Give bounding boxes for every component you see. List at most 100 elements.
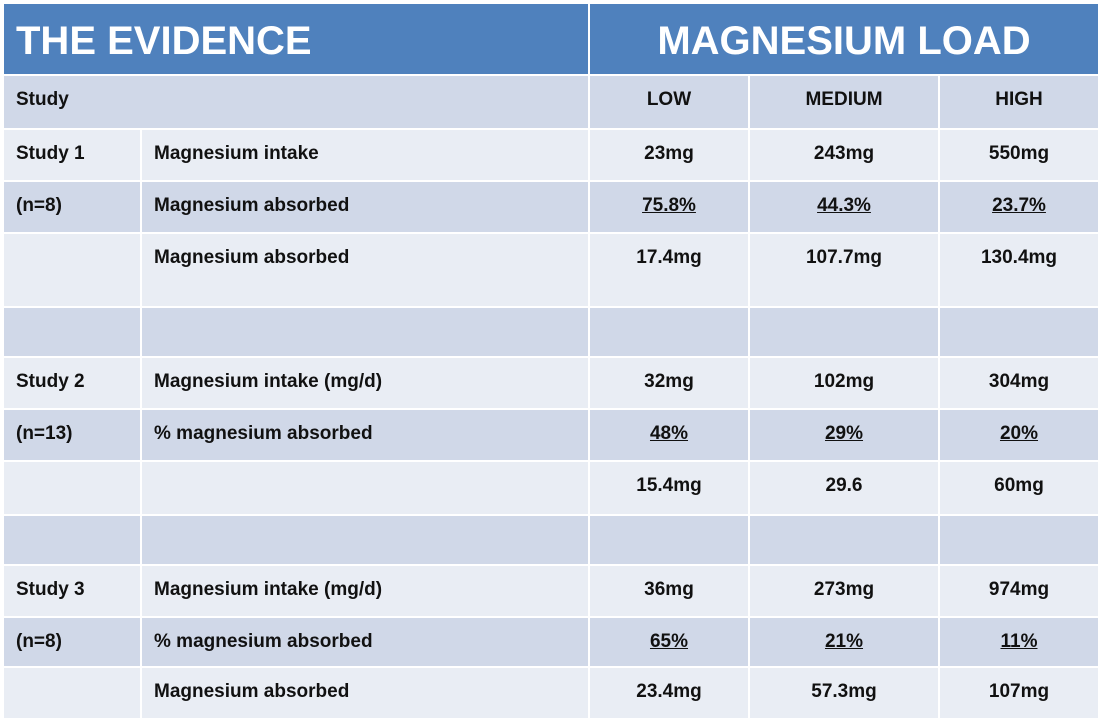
cell-text: 20% [999, 423, 1039, 444]
table-cell: Study 2 [2, 356, 142, 410]
table-row [2, 514, 1100, 566]
table-cell: 32mg [588, 356, 750, 410]
table-cell [938, 514, 1100, 566]
cell-text: 11% [1000, 631, 1038, 652]
table-cell [588, 514, 750, 566]
table-cell [748, 306, 940, 358]
table-row: Magnesium absorbed 17.4mg 107.7mg 130.4mg [2, 232, 1100, 308]
cell-text: Magnesium absorbed [154, 247, 350, 268]
table-cell [140, 306, 590, 358]
table-row: Study 2 Magnesium intake (mg/d) 32mg 102mg 3… [2, 356, 1100, 410]
table-cell: 48% [588, 408, 750, 462]
table-cell: 23mg [588, 128, 750, 182]
cell-text: 32mg [644, 371, 694, 392]
table-cell: Study 3 [2, 564, 142, 618]
table-row: (n=13) % magnesium absorbed 48% 29% 20% [2, 408, 1100, 462]
table-row: Study 1 Magnesium intake 23mg 243mg 550mg [2, 128, 1100, 182]
cell-text: 75.8% [642, 195, 696, 216]
cell-text: 107mg [988, 681, 1050, 702]
column-header: LOW [588, 74, 750, 130]
table-cell: 11% [938, 616, 1100, 668]
table-cell: % magnesium absorbed [140, 616, 590, 668]
table-row [2, 306, 1100, 358]
cell-text: Study 3 [16, 579, 85, 600]
table-cell: 23.7% [938, 180, 1100, 234]
table-cell: 130.4mg [938, 232, 1100, 308]
cell-text: % magnesium absorbed [154, 423, 373, 444]
cell-text: 44.3% [817, 195, 871, 216]
cell-text: Magnesium absorbed [154, 195, 350, 216]
table-cell: (n=8) [2, 616, 142, 668]
cell-text: 29.6 [825, 475, 863, 496]
title-left: THE EVIDENCE [2, 2, 590, 76]
table-cell: 273mg [748, 564, 940, 618]
table-cell: Magnesium intake (mg/d) [140, 564, 590, 618]
table-cell [140, 514, 590, 566]
table-row: Magnesium absorbed 23.4mg 57.3mg 107mg [2, 666, 1100, 720]
table-cell: 17.4mg [588, 232, 750, 308]
table-cell [748, 514, 940, 566]
cell-text: 21% [824, 631, 864, 652]
table-row: (n=8) Magnesium absorbed 75.8% 44.3% 23.7% [2, 180, 1100, 234]
cell-text: 107.7mg [805, 247, 883, 268]
table-cell: 29% [748, 408, 940, 462]
table-cell: Magnesium absorbed [140, 180, 590, 234]
cell-text: 102mg [813, 371, 875, 392]
table-cell: Magnesium absorbed [140, 232, 590, 308]
table-cell: 21% [748, 616, 940, 668]
table-cell [2, 666, 142, 720]
column-header: MEDIUM [748, 74, 940, 130]
table-cell [2, 460, 142, 516]
cell-text: 36mg [644, 579, 694, 600]
table-cell [2, 306, 142, 358]
cell-text: Magnesium absorbed [154, 681, 350, 702]
table-cell: (n=13) [2, 408, 142, 462]
cell-text: 550mg [988, 143, 1050, 164]
cell-text: 243mg [813, 143, 875, 164]
table-row: (n=8) % magnesium absorbed 65% 21% 11% [2, 616, 1100, 668]
table-cell: % magnesium absorbed [140, 408, 590, 462]
table-cell [588, 306, 750, 358]
table-cell: Magnesium intake (mg/d) [140, 356, 590, 410]
table-row: Study 3 Magnesium intake (mg/d) 36mg 273mg 9… [2, 564, 1100, 618]
cell-text: (n=8) [16, 195, 62, 216]
table-cell: 107.7mg [748, 232, 940, 308]
cell-text: Magnesium intake (mg/d) [154, 371, 383, 392]
table-cell: 974mg [938, 564, 1100, 618]
table-cell: 65% [588, 616, 750, 668]
cell-text: 304mg [988, 371, 1050, 392]
table-cell [938, 306, 1100, 358]
table-cell: 75.8% [588, 180, 750, 234]
table-cell: 243mg [748, 128, 940, 182]
column-header: Study [2, 74, 590, 130]
title-right: MAGNESIUM LOAD [588, 2, 1100, 76]
cell-text: 23mg [644, 143, 694, 164]
cell-text: % magnesium absorbed [154, 631, 373, 652]
table-cell: 23.4mg [588, 666, 750, 720]
cell-text: Magnesium intake [154, 143, 319, 164]
table-row: 15.4mg 29.6 60mg [2, 460, 1100, 516]
table-cell: 550mg [938, 128, 1100, 182]
cell-text: 974mg [988, 579, 1050, 600]
cell-text: 23.7% [992, 195, 1046, 216]
table-cell: Magnesium intake [140, 128, 590, 182]
table-cell: Magnesium absorbed [140, 666, 590, 720]
cell-text: 29% [824, 423, 864, 444]
cell-text: (n=8) [16, 631, 62, 652]
cell-text: 23.4mg [636, 681, 702, 702]
table-cell: (n=8) [2, 180, 142, 234]
cell-text: 15.4mg [636, 475, 702, 496]
cell-text: (n=13) [16, 423, 73, 444]
table-cell: 60mg [938, 460, 1100, 516]
table-cell: 102mg [748, 356, 940, 410]
table-cell: 44.3% [748, 180, 940, 234]
table-cell [2, 232, 142, 308]
cell-text: Magnesium intake (mg/d) [154, 579, 383, 600]
cell-text: 57.3mg [811, 681, 877, 702]
cell-text: 130.4mg [980, 247, 1058, 268]
table-cell: 29.6 [748, 460, 940, 516]
table-cell: Study 1 [2, 128, 142, 182]
cell-text: Study 2 [16, 371, 85, 392]
